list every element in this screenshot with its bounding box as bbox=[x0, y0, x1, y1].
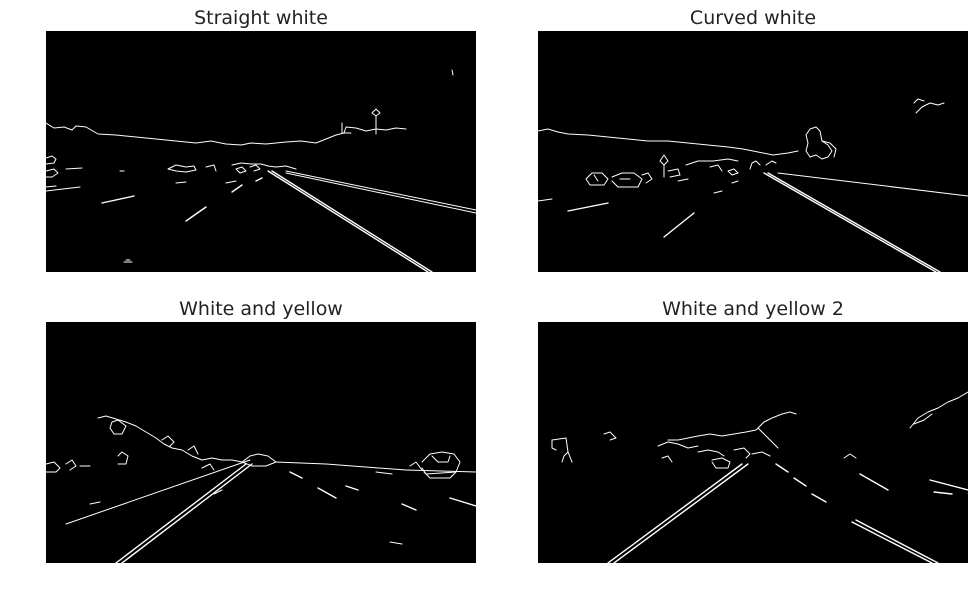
edge-map-curved-white bbox=[538, 98, 968, 272]
edge-map-white-and-yellow bbox=[46, 415, 476, 563]
panel-title-white-and-yellow: White and yellow bbox=[179, 298, 343, 320]
panel-title-white-and-yellow-2: White and yellow 2 bbox=[662, 298, 844, 320]
panel-title-straight-white: Straight white bbox=[194, 7, 328, 29]
edge-image-straight-white bbox=[46, 31, 476, 272]
panel-title-curved-white: Curved white bbox=[689, 7, 817, 29]
edge-map-white-and-yellow-2 bbox=[551, 391, 968, 563]
edge-map-straight-white bbox=[46, 69, 476, 272]
edge-image-curved-white bbox=[538, 31, 968, 272]
edge-image-white-and-yellow bbox=[46, 322, 476, 563]
edge-image-white-and-yellow-2 bbox=[538, 322, 968, 563]
